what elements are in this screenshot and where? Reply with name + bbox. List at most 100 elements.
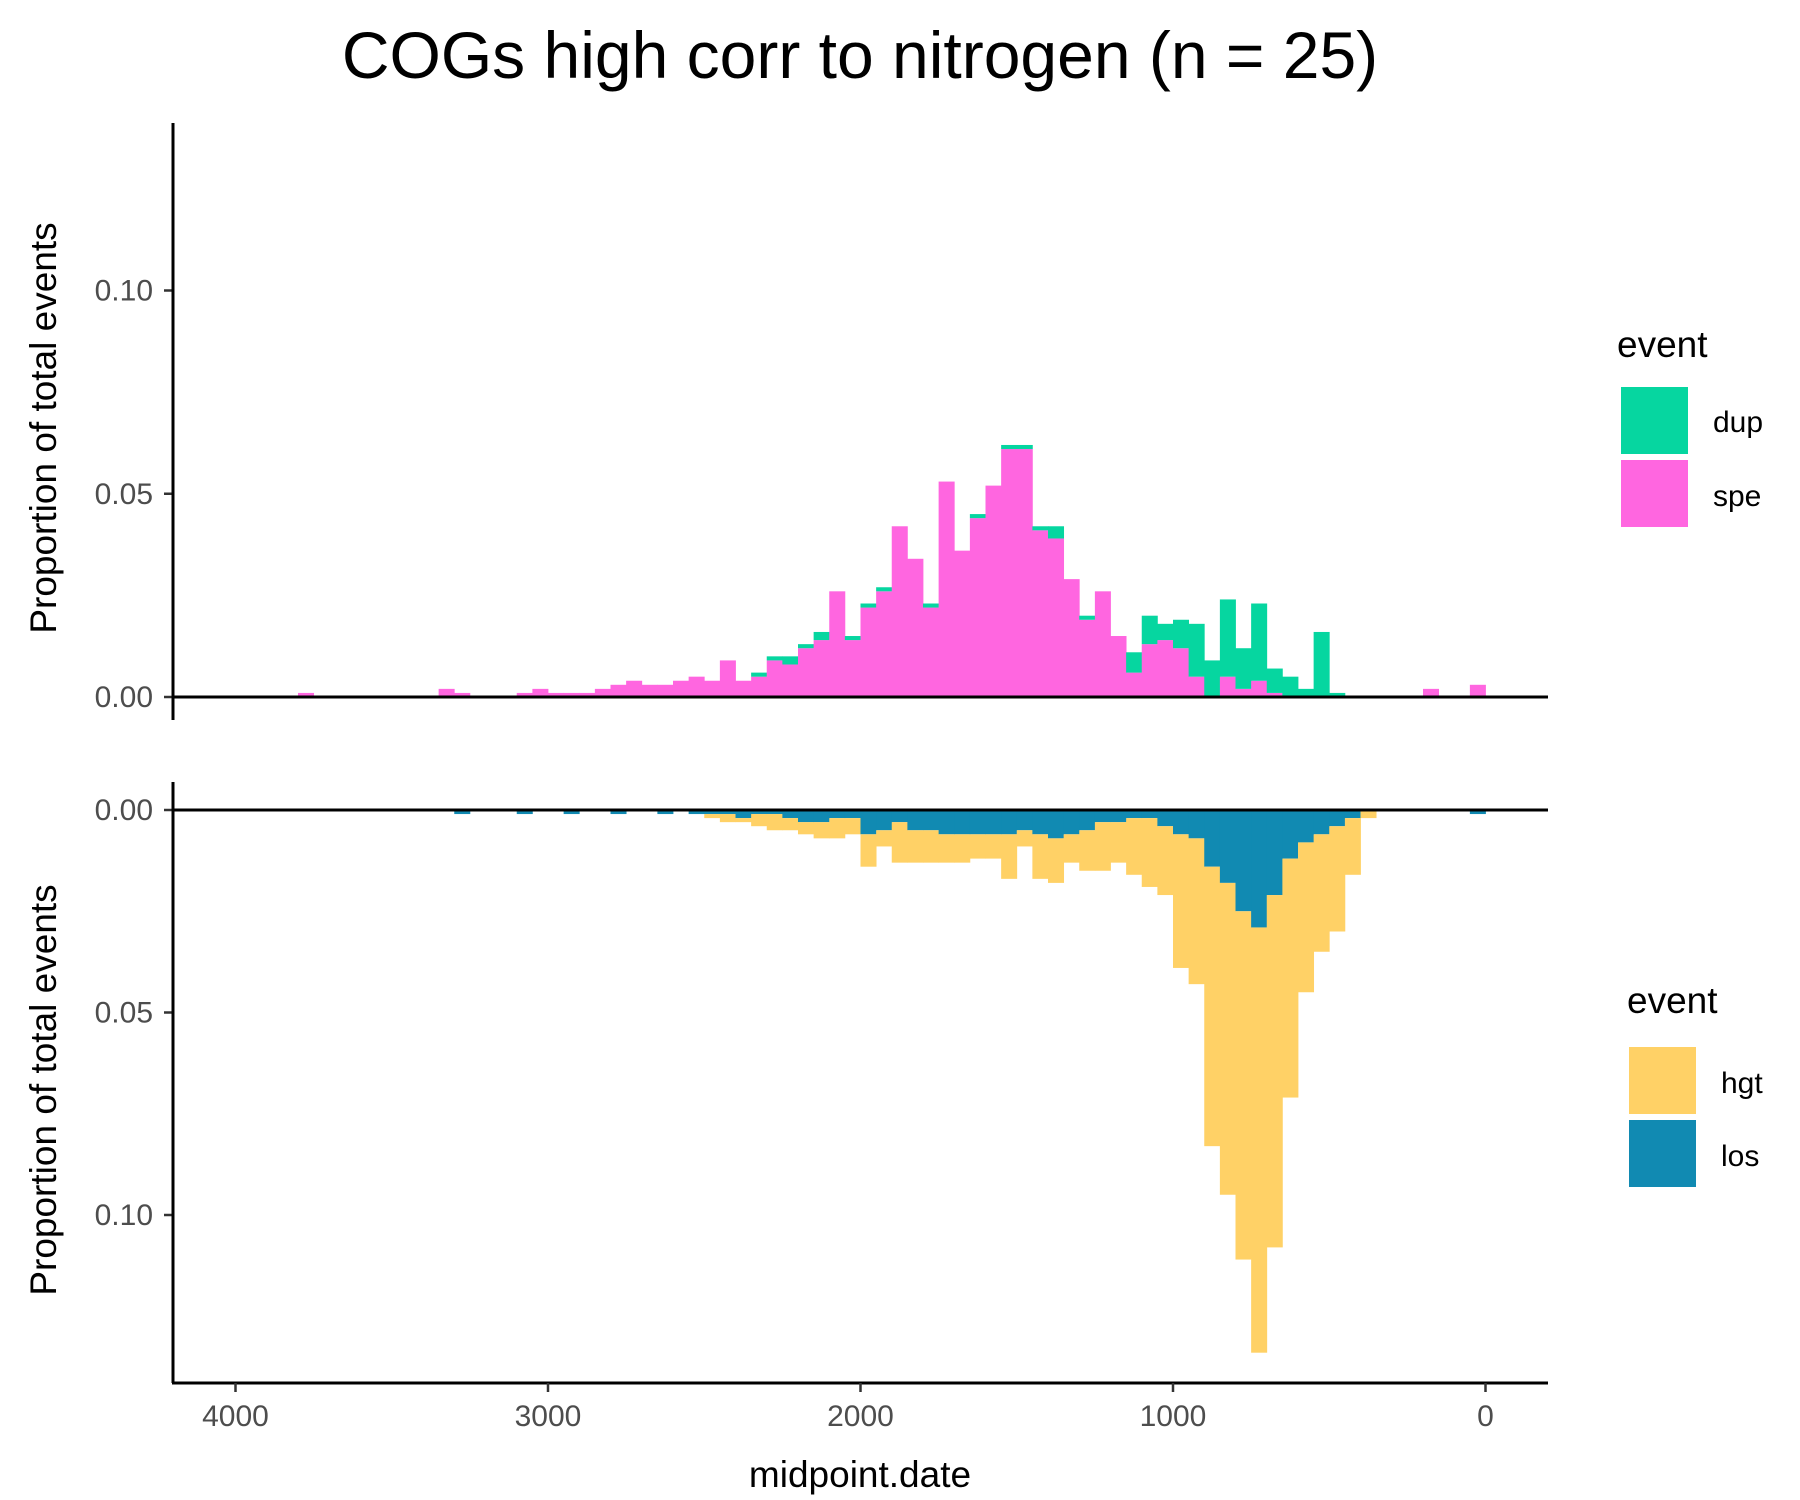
x-tick-label: 0 xyxy=(1477,1400,1494,1433)
legend-key-spe xyxy=(1621,460,1688,527)
bar-spe xyxy=(1094,591,1111,697)
bar-dup xyxy=(798,644,815,649)
y-axis-title-bottom: Proportion of total events xyxy=(23,884,64,1295)
bar-spe xyxy=(907,558,924,697)
bar-spe xyxy=(860,607,877,697)
legend-label-dup: dup xyxy=(1713,406,1763,439)
bar-spe xyxy=(516,692,533,697)
bar-hgt xyxy=(1360,810,1377,819)
bar-dup xyxy=(1235,648,1252,689)
bar-dup xyxy=(751,672,768,677)
bar-los xyxy=(766,810,783,815)
bar-hgt xyxy=(1204,866,1221,1147)
bar-los xyxy=(657,810,674,815)
bar-hgt xyxy=(1079,830,1096,871)
bar-hgt xyxy=(1032,834,1049,879)
bar-spe xyxy=(1266,692,1283,697)
bar-spe xyxy=(657,684,674,697)
bar-los xyxy=(1126,810,1143,819)
legend-key-hgt xyxy=(1629,1047,1696,1114)
bar-spe xyxy=(1188,676,1205,697)
bar-spe xyxy=(673,680,690,697)
bar-spe xyxy=(751,676,768,697)
legend-label-spe: spe xyxy=(1713,480,1761,513)
bar-los xyxy=(1001,810,1018,835)
bar-los xyxy=(1157,810,1174,827)
bar-hgt xyxy=(1110,822,1127,863)
bar-dup xyxy=(876,587,893,592)
bar-dup xyxy=(844,636,861,641)
bars-bottom xyxy=(454,810,1486,1353)
bar-los xyxy=(798,810,815,823)
bar-los xyxy=(1188,810,1205,839)
bar-dup xyxy=(1266,668,1283,693)
bar-spe xyxy=(1032,530,1049,697)
x-tick-label: 4000 xyxy=(202,1400,269,1433)
bar-spe xyxy=(844,640,861,697)
bar-los xyxy=(1469,810,1486,815)
bar-spe xyxy=(719,660,736,697)
panel-top: 0.00 0.05 0.10 Proportion of total events xyxy=(23,123,1548,720)
bar-spe xyxy=(782,664,799,697)
panel-bottom: 0.00 0.05 0.10 4000 3000 2000 1000 0 Proportio… xyxy=(23,782,1548,1495)
legend-bottom: event hgt los xyxy=(1627,980,1763,1187)
bar-los xyxy=(1173,810,1190,835)
bar-dup xyxy=(923,603,940,608)
bar-dup xyxy=(1079,615,1096,620)
bar-spe xyxy=(610,684,627,697)
y-tick-label: 0.05 xyxy=(95,478,153,511)
legend-top: event dup spe xyxy=(1617,324,1763,527)
bar-los xyxy=(1048,810,1065,839)
bar-dup xyxy=(1188,623,1205,677)
bar-hgt xyxy=(735,818,752,823)
bar-los xyxy=(844,810,861,819)
bar-hgt xyxy=(1173,834,1190,968)
bar-hgt xyxy=(876,830,893,847)
bar-los xyxy=(1329,810,1346,827)
bar-spe xyxy=(641,684,658,697)
bar-spe xyxy=(1157,640,1174,697)
bar-hgt xyxy=(1219,882,1236,1195)
bar-los xyxy=(1235,810,1252,912)
bar-los xyxy=(563,810,580,815)
bar-hgt xyxy=(891,822,908,863)
bars-top xyxy=(298,444,1486,697)
bar-spe xyxy=(1048,538,1065,697)
bar-dup xyxy=(969,514,986,519)
y-tick-label: 0.10 xyxy=(95,1199,153,1232)
x-tick-label: 2000 xyxy=(827,1400,894,1433)
bar-dup xyxy=(1251,603,1268,681)
bar-los xyxy=(610,810,627,815)
x-axis-ticks: 4000 3000 2000 1000 0 xyxy=(202,1383,1494,1433)
bar-hgt xyxy=(1266,895,1283,1248)
bar-los xyxy=(751,810,768,815)
legend-key-dup xyxy=(1621,387,1688,454)
bar-hgt xyxy=(938,834,955,863)
bar-hgt xyxy=(923,830,940,863)
bar-spe xyxy=(1126,672,1143,697)
bar-spe xyxy=(532,688,549,697)
bar-dup xyxy=(782,656,799,665)
bar-hgt xyxy=(954,834,971,863)
bar-dup xyxy=(1141,615,1158,645)
bar-hgt xyxy=(1235,911,1252,1260)
bar-spe xyxy=(813,640,830,697)
bar-spe xyxy=(594,688,611,697)
bar-spe xyxy=(1173,648,1190,697)
bar-los xyxy=(1251,810,1268,928)
bar-los xyxy=(704,810,721,815)
y-axis-title-top: Proportion of total events xyxy=(23,222,64,633)
bar-los xyxy=(454,810,471,815)
bar-los xyxy=(735,810,752,819)
bar-hgt xyxy=(719,814,736,823)
legend-label-los: los xyxy=(1721,1140,1759,1173)
bar-dup xyxy=(1048,526,1065,539)
bar-los xyxy=(985,810,1002,835)
bar-spe xyxy=(438,688,455,697)
bar-hgt xyxy=(1001,834,1018,879)
bar-los xyxy=(1282,810,1299,859)
bar-spe xyxy=(766,660,783,697)
bar-los xyxy=(969,810,986,835)
bar-spe xyxy=(579,692,596,697)
bar-los xyxy=(1141,810,1158,819)
